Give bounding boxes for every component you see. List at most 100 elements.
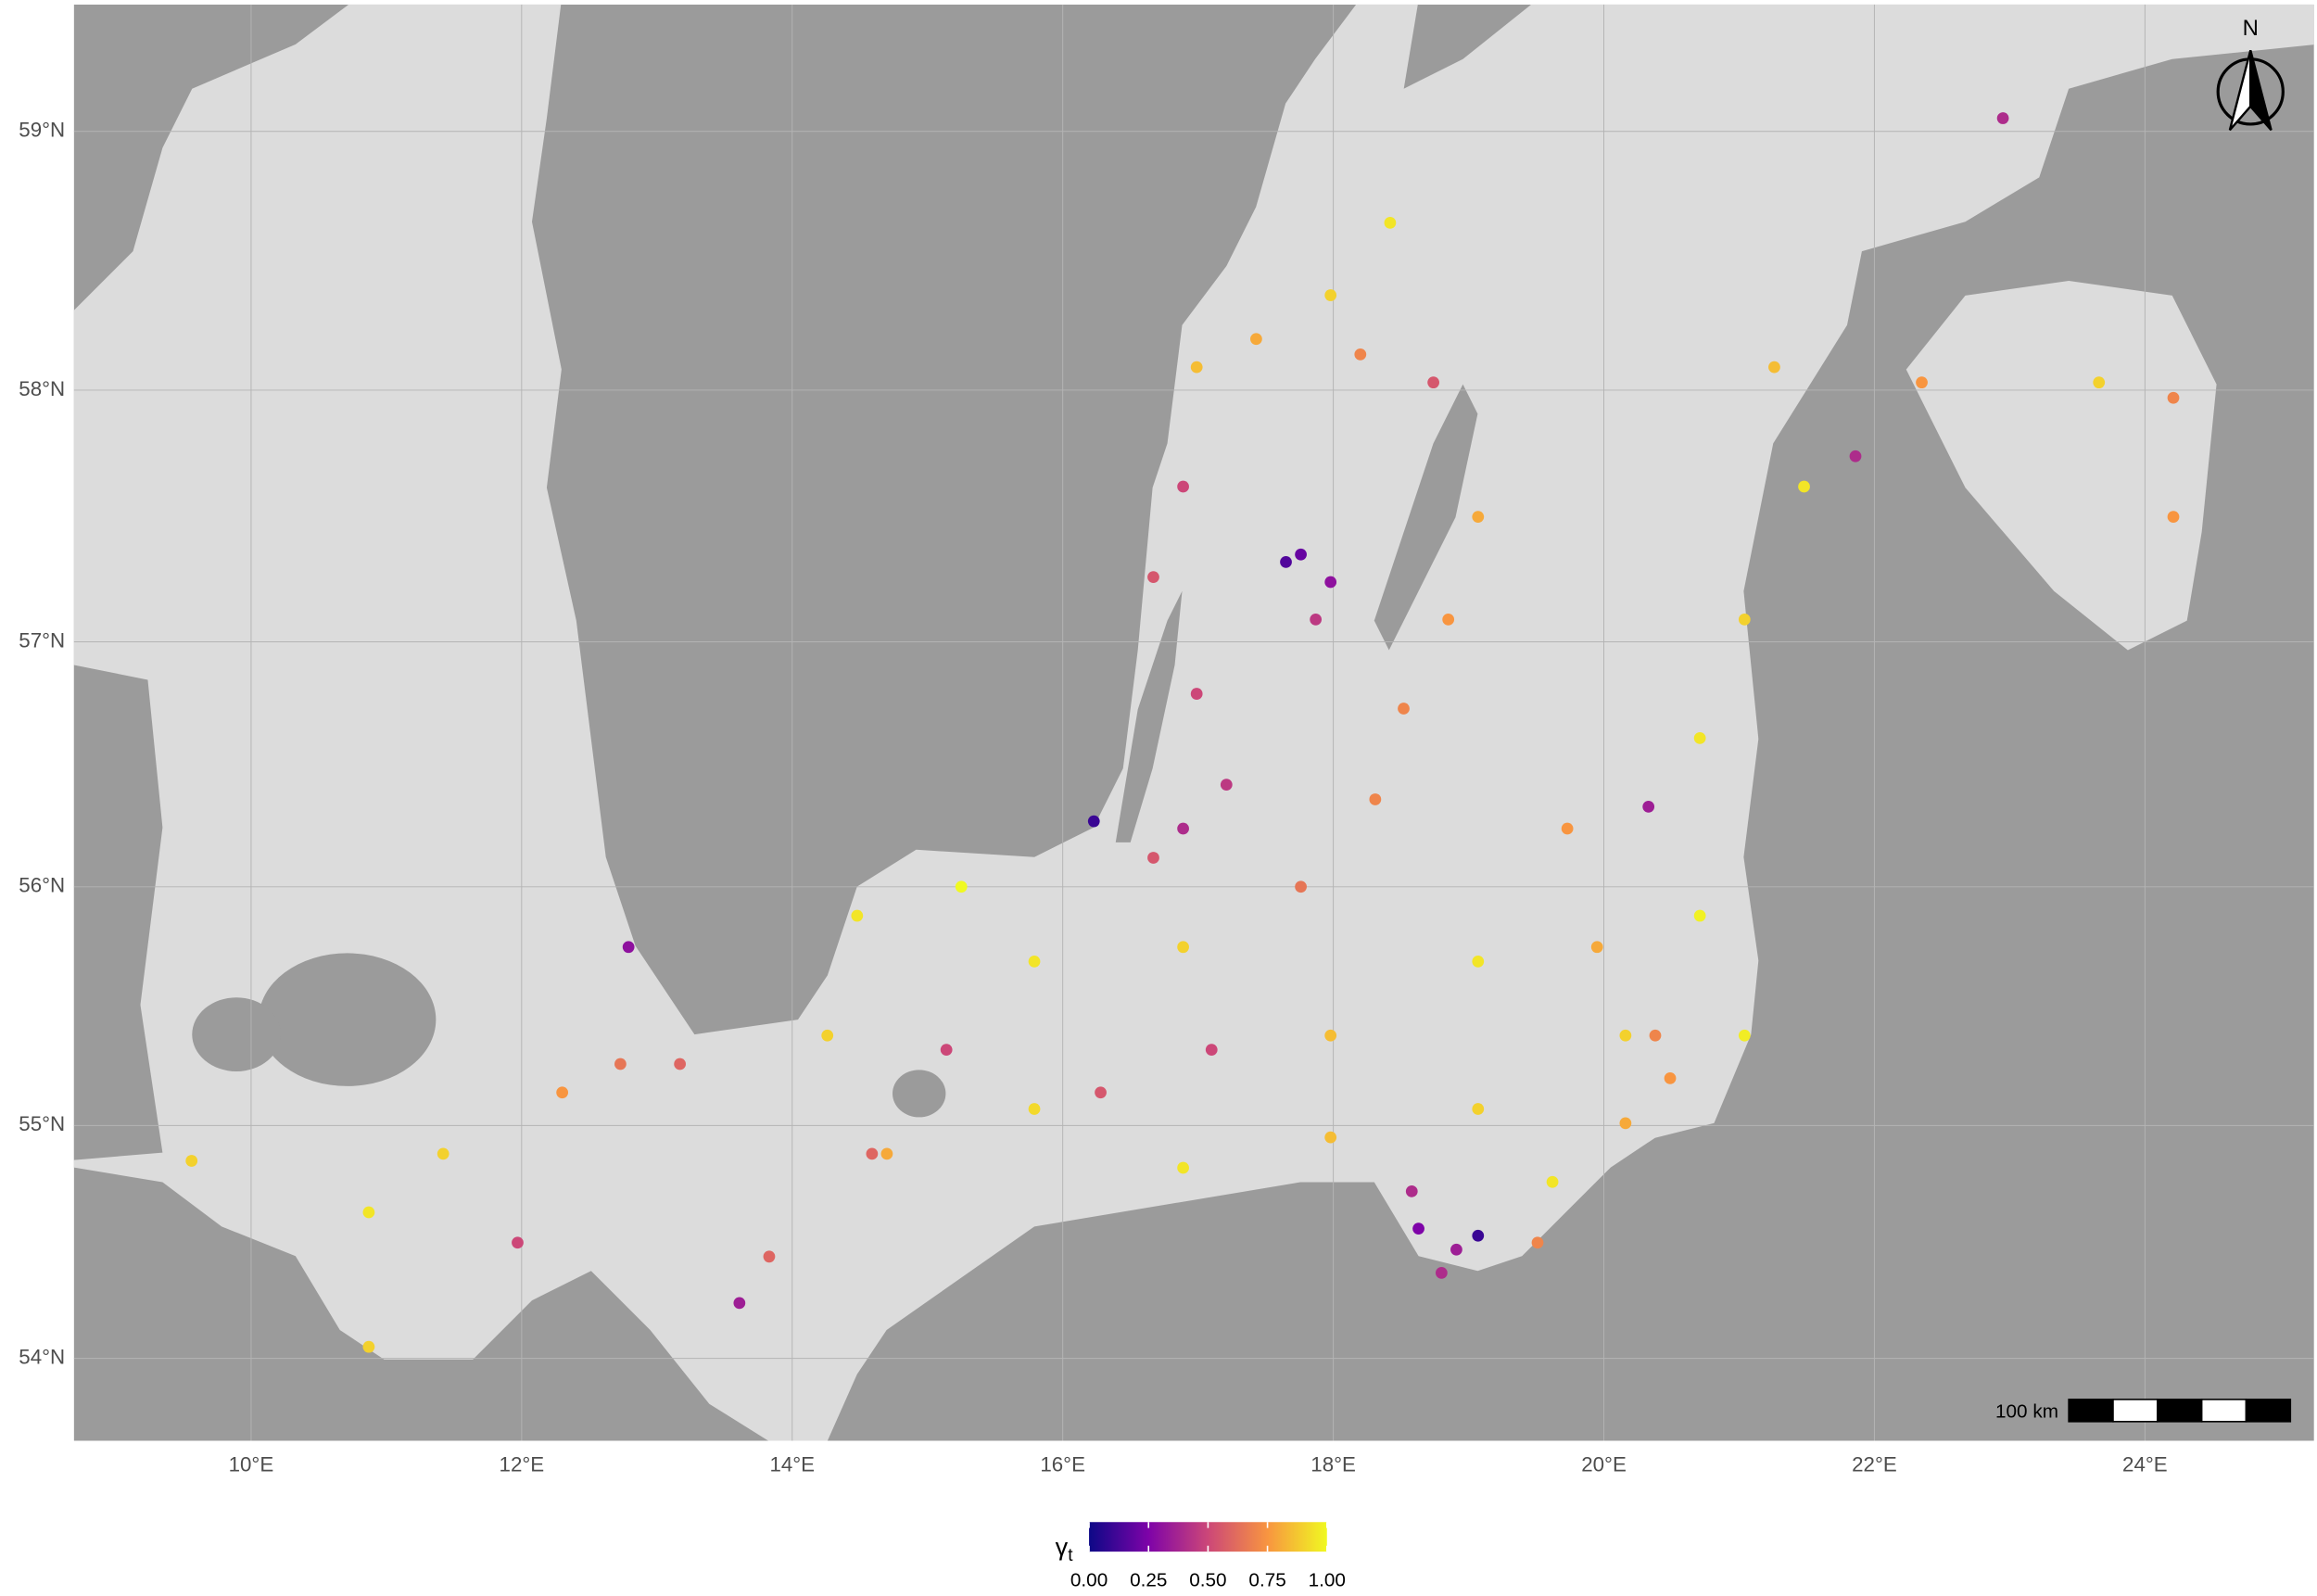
survey-point	[1177, 1161, 1189, 1174]
sea	[73, 4, 2314, 1441]
survey-point	[1472, 955, 1485, 968]
x-tick-label: 10°E	[229, 1453, 274, 1476]
x-tick-label: 22°E	[1852, 1453, 1897, 1476]
survey-point	[2167, 391, 2180, 404]
survey-point	[1916, 376, 1928, 389]
north-arrow-right	[2249, 49, 2273, 132]
survey-point	[866, 1147, 879, 1160]
y-tick-label: 54°N	[19, 1345, 65, 1368]
survey-point	[1531, 1236, 1544, 1249]
legend-title-subscript: t	[1068, 1546, 1073, 1565]
legend-title-symbol: γ	[1056, 1532, 1069, 1561]
survey-point	[1310, 613, 1323, 626]
survey-point	[437, 1147, 449, 1160]
y-tick-label: 59°N	[19, 119, 65, 142]
legend-tick-label: 0.25	[1130, 1569, 1167, 1590]
axes: 10°E 12°E 14°E 16°E 18°E 20°E 22°E 24°E 54°N 55°N…	[19, 119, 2167, 1476]
legend: γt 0.00 0.25 0.50 0.75 1.00	[1056, 1522, 1346, 1590]
y-tick-label: 56°N	[19, 874, 65, 897]
survey-point	[1412, 1222, 1424, 1235]
survey-point	[1177, 822, 1189, 835]
survey-point	[512, 1236, 524, 1249]
survey-point	[1095, 1086, 1107, 1099]
survey-point	[1649, 1029, 1662, 1042]
survey-point	[1190, 361, 1203, 374]
scale-bar-segment	[2112, 1399, 2159, 1423]
y-tick-label: 55°N	[19, 1112, 65, 1135]
x-tick-label: 24°E	[2122, 1453, 2168, 1476]
survey-point	[1147, 852, 1159, 864]
survey-point	[1028, 955, 1041, 968]
scale-bar-label: 100 km	[1995, 1401, 2058, 1423]
survey-point	[1619, 1117, 1632, 1130]
scale-bar: 100 km	[1995, 1399, 2292, 1423]
survey-point	[1546, 1175, 1559, 1188]
survey-point	[1369, 793, 1382, 805]
legend-title: γt	[1056, 1532, 1074, 1565]
survey-point	[880, 1147, 893, 1160]
survey-point	[1472, 1103, 1485, 1115]
survey-point	[1561, 822, 1574, 835]
survey-point	[1190, 688, 1203, 700]
survey-point	[1324, 289, 1337, 301]
survey-point	[1028, 1103, 1041, 1115]
survey-point	[1996, 112, 2009, 124]
survey-point	[1147, 571, 1159, 583]
survey-point	[1642, 800, 1655, 813]
survey-point	[1398, 703, 1410, 715]
survey-point	[1324, 1131, 1337, 1144]
scale-bar-segment	[2200, 1399, 2247, 1423]
survey-point	[1295, 880, 1307, 893]
survey-point	[1450, 1243, 1462, 1256]
y-tick-label: 58°N	[19, 377, 65, 400]
island-gotland	[1374, 384, 1478, 651]
survey-point	[1384, 216, 1397, 229]
island-funen	[192, 997, 281, 1071]
survey-point	[733, 1297, 746, 1310]
survey-point	[1472, 511, 1485, 524]
survey-point	[1295, 548, 1307, 561]
survey-point	[1849, 450, 1862, 462]
x-tick-label: 14°E	[769, 1453, 815, 1476]
survey-point	[1693, 732, 1706, 744]
survey-point	[1472, 1229, 1485, 1242]
survey-point	[1205, 1044, 1218, 1057]
scale-bar-segment	[2245, 1399, 2292, 1423]
survey-point	[1798, 480, 1810, 493]
survey-point	[614, 1058, 627, 1070]
north-arrow: N	[2216, 16, 2285, 132]
survey-point	[1768, 361, 1780, 374]
map-panel	[73, 4, 2314, 1441]
survey-point	[1693, 909, 1706, 922]
scale-bar-segment	[2068, 1399, 2114, 1423]
survey-point	[622, 941, 635, 954]
x-tick-label: 12°E	[500, 1453, 545, 1476]
survey-point	[1220, 779, 1233, 792]
survey-point	[185, 1155, 198, 1167]
x-tick-label: 20°E	[1581, 1453, 1627, 1476]
survey-point	[362, 1206, 375, 1219]
survey-point	[1280, 556, 1292, 568]
y-tick-label: 57°N	[19, 628, 65, 652]
legend-tick-label: 0.75	[1248, 1569, 1285, 1590]
survey-point	[821, 1029, 834, 1042]
survey-point	[1435, 1266, 1448, 1279]
survey-point	[674, 1058, 686, 1070]
legend-tick-label: 1.00	[1309, 1569, 1346, 1590]
survey-point	[1427, 376, 1439, 389]
survey-point	[1177, 480, 1189, 493]
survey-point	[1405, 1184, 1418, 1197]
sea-gulf-of-riga	[1906, 280, 2217, 651]
survey-point	[1590, 941, 1603, 954]
survey-point	[940, 1044, 953, 1057]
x-tick-label: 18°E	[1310, 1453, 1356, 1476]
land-jutland	[73, 665, 163, 1160]
survey-point	[1354, 348, 1367, 361]
x-tick-label: 16°E	[1040, 1453, 1085, 1476]
survey-point	[763, 1250, 776, 1263]
grid	[73, 4, 2314, 1441]
north-label: N	[2243, 16, 2259, 41]
survey-point	[1087, 815, 1100, 828]
